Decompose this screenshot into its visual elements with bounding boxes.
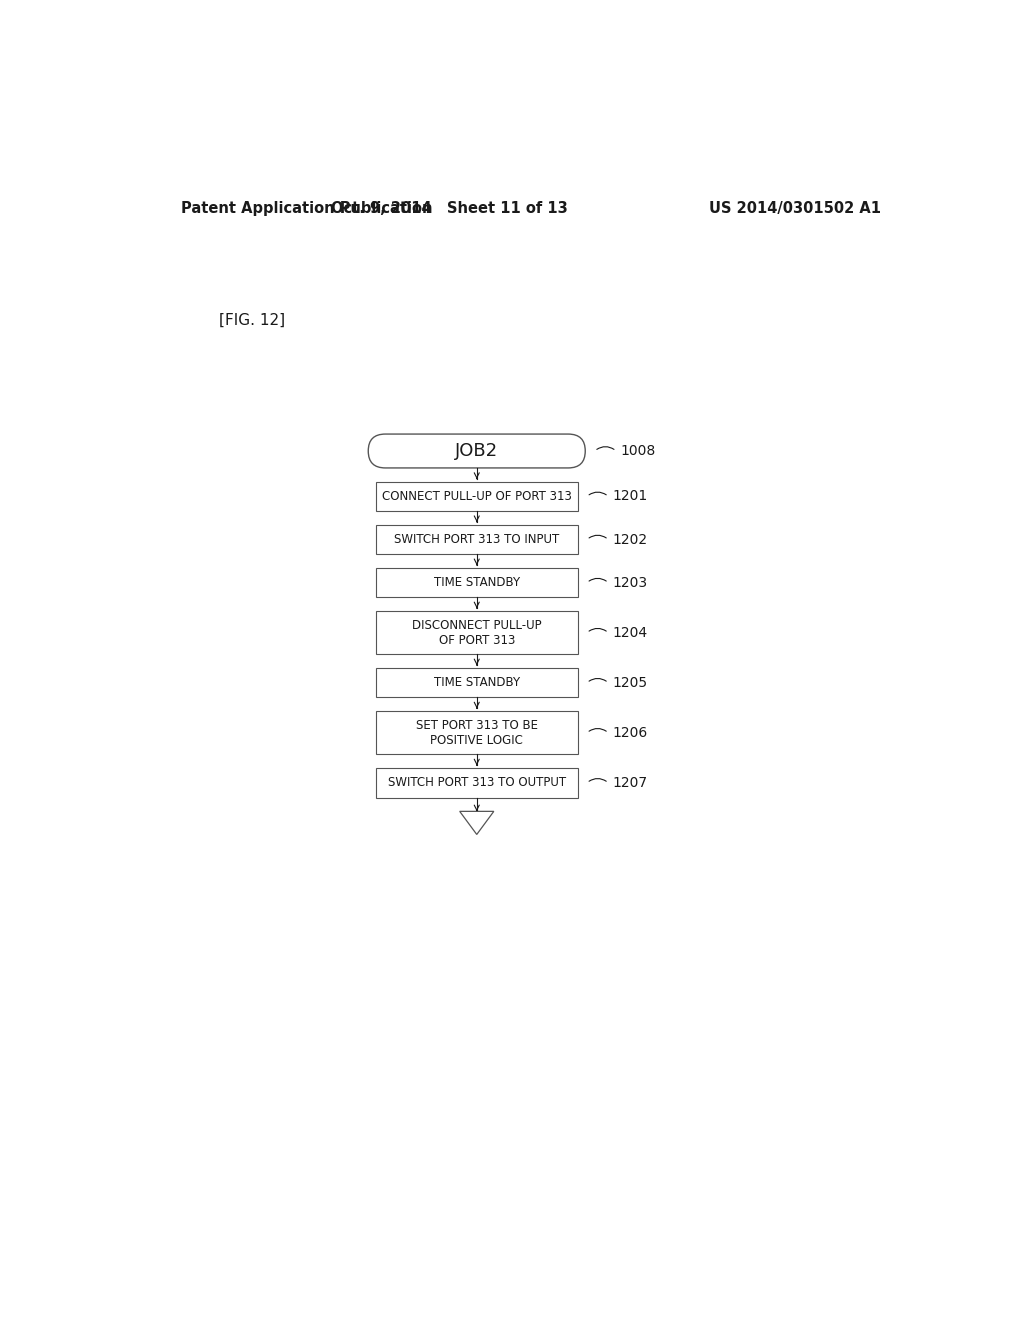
FancyBboxPatch shape — [376, 482, 578, 511]
Text: SET PORT 313 TO BE
POSITIVE LOGIC: SET PORT 313 TO BE POSITIVE LOGIC — [416, 719, 538, 747]
Text: CONNECT PULL-UP OF PORT 313: CONNECT PULL-UP OF PORT 313 — [382, 490, 571, 503]
Text: TIME STANDBY: TIME STANDBY — [434, 676, 520, 689]
Text: 1202: 1202 — [612, 532, 647, 546]
Text: 1204: 1204 — [612, 626, 647, 640]
Text: 1205: 1205 — [612, 676, 647, 690]
FancyBboxPatch shape — [376, 525, 578, 554]
Text: DISCONNECT PULL-UP
OF PORT 313: DISCONNECT PULL-UP OF PORT 313 — [412, 619, 542, 647]
Text: JOB2: JOB2 — [456, 442, 499, 459]
Text: TIME STANDBY: TIME STANDBY — [434, 576, 520, 589]
Text: [FIG. 12]: [FIG. 12] — [219, 313, 286, 327]
FancyBboxPatch shape — [376, 668, 578, 697]
FancyBboxPatch shape — [376, 568, 578, 598]
Text: Oct. 9, 2014   Sheet 11 of 13: Oct. 9, 2014 Sheet 11 of 13 — [331, 201, 568, 216]
Text: US 2014/0301502 A1: US 2014/0301502 A1 — [710, 201, 882, 216]
FancyBboxPatch shape — [376, 611, 578, 655]
FancyBboxPatch shape — [376, 768, 578, 797]
Text: Patent Application Publication: Patent Application Publication — [180, 201, 432, 216]
Text: SWITCH PORT 313 TO OUTPUT: SWITCH PORT 313 TO OUTPUT — [388, 776, 566, 789]
Text: 1207: 1207 — [612, 776, 647, 789]
Text: 1008: 1008 — [621, 444, 655, 458]
FancyBboxPatch shape — [369, 434, 586, 469]
Text: 1203: 1203 — [612, 576, 647, 590]
FancyBboxPatch shape — [376, 711, 578, 755]
Text: 1201: 1201 — [612, 490, 647, 503]
Text: SWITCH PORT 313 TO INPUT: SWITCH PORT 313 TO INPUT — [394, 533, 559, 546]
Text: 1206: 1206 — [612, 726, 647, 739]
